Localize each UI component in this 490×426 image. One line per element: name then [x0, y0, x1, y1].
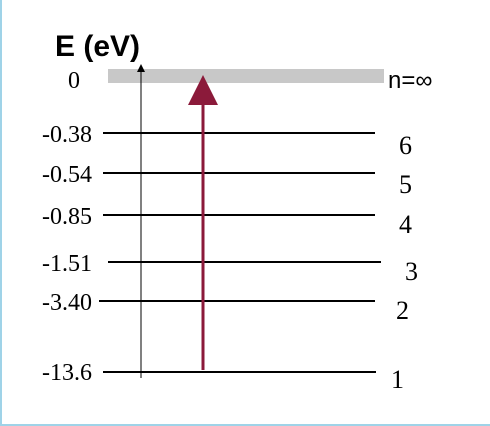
- axis-arrowhead: [137, 64, 145, 72]
- continuum-n-label: n=∞: [388, 67, 432, 94]
- continuum-energy-label: 0: [68, 68, 80, 94]
- quantum-number-label-n1: 1: [391, 365, 404, 394]
- energy-label-n3: -1.51: [42, 251, 92, 277]
- quantum-number-label-n6: 6: [399, 131, 412, 160]
- quantum-number-label-n4: 4: [399, 210, 412, 239]
- quantum-number-label-n5: 5: [399, 170, 412, 199]
- energy-label-n4: -0.85: [42, 204, 92, 230]
- energy-label-n6: -0.38: [42, 122, 92, 148]
- quantum-number-label-n2: 2: [396, 296, 409, 325]
- energy-levels: -0.38 6 -0.54 5 -0.85 4 -1.51 3 -3.40 2 -13.6 1: [42, 122, 418, 394]
- continuum-band: [108, 69, 384, 83]
- energy-label-n2: -3.40: [42, 290, 92, 316]
- quantum-number-label-n3: 3: [405, 257, 418, 286]
- energy-label-n5: -0.54: [42, 162, 92, 188]
- axis-title: E (eV): [55, 30, 140, 63]
- energy-label-n1: -13.6: [42, 360, 92, 386]
